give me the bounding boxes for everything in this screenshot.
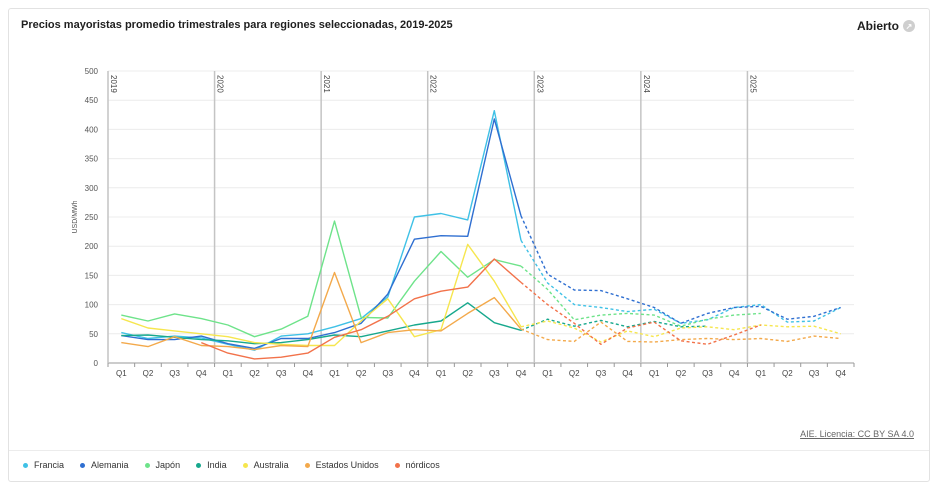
series-line-dashed <box>520 215 841 324</box>
x-tick-label: Q4 <box>302 369 313 378</box>
year-label: 2022 <box>429 75 438 93</box>
legend-dot-icon <box>144 462 150 468</box>
y-tick-label: 100 <box>85 301 99 310</box>
y-tick-label: 350 <box>85 155 99 164</box>
legend-label: Japón <box>155 460 181 470</box>
x-tick-label: Q3 <box>276 369 287 378</box>
legend-dot-icon <box>80 462 86 468</box>
open-button[interactable]: Abierto ↗ <box>857 19 915 33</box>
x-tick-label: Q3 <box>382 369 393 378</box>
legend-item[interactable]: Estados Unidos <box>304 460 379 470</box>
series-line-dashed <box>520 240 842 324</box>
x-tick-label: Q2 <box>782 369 793 378</box>
x-tick-label: Q4 <box>729 369 740 378</box>
legend-label: Francia <box>34 460 65 470</box>
legend-item[interactable]: nórdicos <box>394 460 440 470</box>
y-axis-label: USD/MWh <box>72 200 79 233</box>
x-tick-label: Q4 <box>835 369 846 378</box>
x-tick-label: Q2 <box>675 369 686 378</box>
x-tick-label: Q3 <box>809 369 820 378</box>
x-tick-label: Q2 <box>462 369 473 378</box>
x-tick-label: Q4 <box>409 369 420 378</box>
y-tick-label: 0 <box>94 359 99 368</box>
y-tick-label: 150 <box>85 271 99 280</box>
x-tick-label: Q1 <box>436 369 447 378</box>
legend-dot-icon <box>196 462 202 468</box>
series-line-solid <box>201 258 522 360</box>
legend-label: nórdicos <box>405 460 440 470</box>
year-label: 2020 <box>216 75 225 93</box>
x-tick-label: Q3 <box>596 369 607 378</box>
y-tick-label: 50 <box>89 330 98 339</box>
legend: Francia Alemania Japón India Australia Estado… <box>23 460 440 470</box>
x-tick-label: Q4 <box>622 369 633 378</box>
legend-dot-icon <box>304 462 310 468</box>
x-tick-label: Q2 <box>249 369 260 378</box>
chart-card: Precios mayoristas promedio trimestrales… <box>8 8 930 482</box>
year-label: 2021 <box>322 75 331 93</box>
x-tick-label: Q3 <box>489 369 500 378</box>
x-tick-label: Q3 <box>169 369 180 378</box>
y-tick-label: 500 <box>85 67 99 76</box>
expand-icon: ↗ <box>903 20 915 32</box>
year-label: 2023 <box>535 75 544 93</box>
y-tick-label: 450 <box>85 96 99 105</box>
legend-dot-icon <box>23 462 28 468</box>
license-link[interactable]: AIE. Licencia: CC BY SA 4.0 <box>800 429 914 439</box>
x-tick-label: Q1 <box>542 369 553 378</box>
y-tick-label: 300 <box>85 184 99 193</box>
legend-item[interactable]: Australia <box>242 460 289 470</box>
legend-divider <box>9 450 929 451</box>
x-tick-label: Q1 <box>223 369 234 378</box>
chart-title: Precios mayoristas promedio trimestrales… <box>21 19 453 31</box>
legend-item[interactable]: Francia <box>23 460 64 470</box>
x-tick-label: Q2 <box>356 369 367 378</box>
series-line-solid <box>121 271 522 351</box>
legend-label: India <box>207 460 227 470</box>
open-label: Abierto <box>857 19 899 33</box>
legend-item[interactable]: India <box>196 460 227 470</box>
series-line-dashed <box>520 321 841 343</box>
y-tick-label: 250 <box>85 213 99 222</box>
legend-dot-icon <box>242 462 248 468</box>
legend-label: Estados Unidos <box>315 460 379 470</box>
line-chart: 0 50 100 150 200 250 300 350 400 450 500 USD/MWh 201… <box>72 67 855 378</box>
legend-label: Australia <box>253 460 289 470</box>
y-tick-label: 400 <box>85 125 99 134</box>
series-line-dashed <box>520 320 841 343</box>
y-tick-label: 200 <box>85 242 99 251</box>
x-tick-label: Q4 <box>196 369 207 378</box>
series-line-solid <box>121 220 522 338</box>
x-tick-label: Q1 <box>755 369 766 378</box>
x-tick-label: Q1 <box>116 369 127 378</box>
legend-item[interactable]: Alemania <box>80 460 129 470</box>
x-tick-label: Q1 <box>329 369 340 378</box>
x-tick-label: Q2 <box>143 369 154 378</box>
legend-dot-icon <box>394 462 400 468</box>
legend-label: Alemania <box>91 460 129 470</box>
x-tick-label: Q4 <box>516 369 527 378</box>
x-tick-label: Q1 <box>649 369 660 378</box>
series-line-solid <box>121 302 522 345</box>
series-line-solid <box>121 109 522 351</box>
series-line-dashed <box>520 318 708 331</box>
year-label: 2025 <box>748 75 757 93</box>
series-line-dashed <box>520 265 761 327</box>
series-line-dashed <box>520 281 762 345</box>
year-label: 2019 <box>109 75 118 93</box>
year-label: 2024 <box>642 75 651 93</box>
legend-item[interactable]: Japón <box>144 460 181 470</box>
x-tick-label: Q2 <box>569 369 580 378</box>
x-tick-label: Q3 <box>702 369 713 378</box>
